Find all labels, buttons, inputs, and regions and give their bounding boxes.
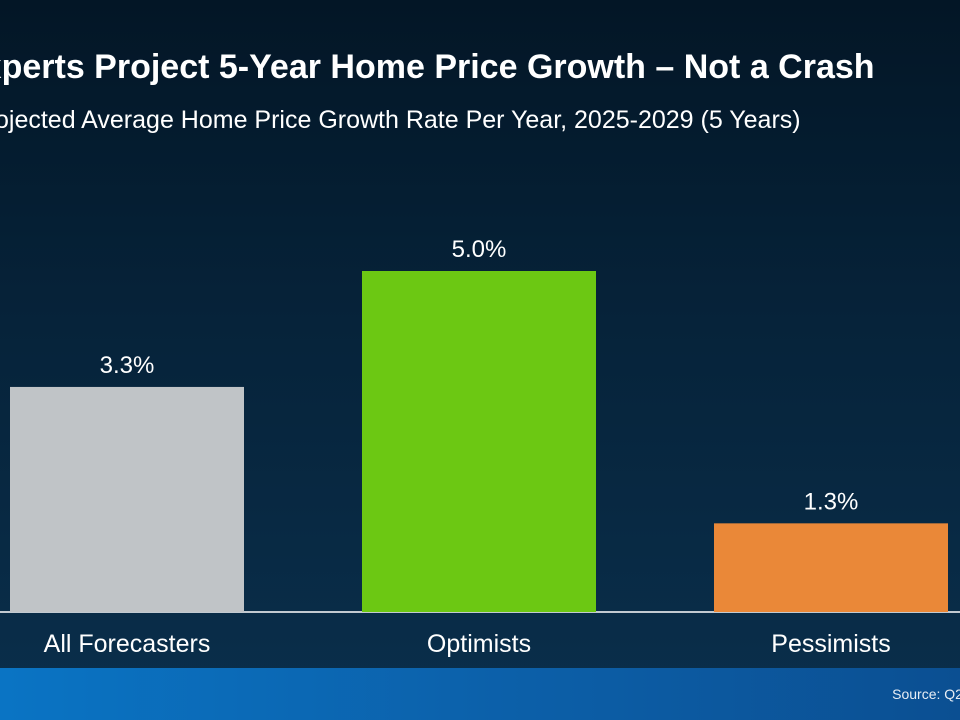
category-label: All Forecasters bbox=[44, 630, 211, 658]
category-label: Pessimists bbox=[771, 630, 890, 658]
source-note: Source: Q2 2025 bbox=[892, 686, 960, 702]
bar-optimists bbox=[362, 271, 596, 612]
chart-title: Experts Project 5-Year Home Price Growth… bbox=[0, 48, 875, 86]
category-label: Optimists bbox=[427, 630, 531, 658]
bar-all-forecasters bbox=[10, 386, 244, 612]
data-label: 5.0% bbox=[452, 236, 507, 263]
bar-pessimists bbox=[714, 523, 948, 612]
bar-chart: 3.3% All Forecasters 5.0% Optimists 1.3% Pess… bbox=[10, 236, 948, 658]
chart-subtitle: Projected Average Home Price Growth Rate… bbox=[0, 106, 801, 134]
data-label: 1.3% bbox=[804, 488, 859, 515]
footer-band bbox=[0, 668, 960, 720]
data-label: 3.3% bbox=[100, 352, 155, 379]
